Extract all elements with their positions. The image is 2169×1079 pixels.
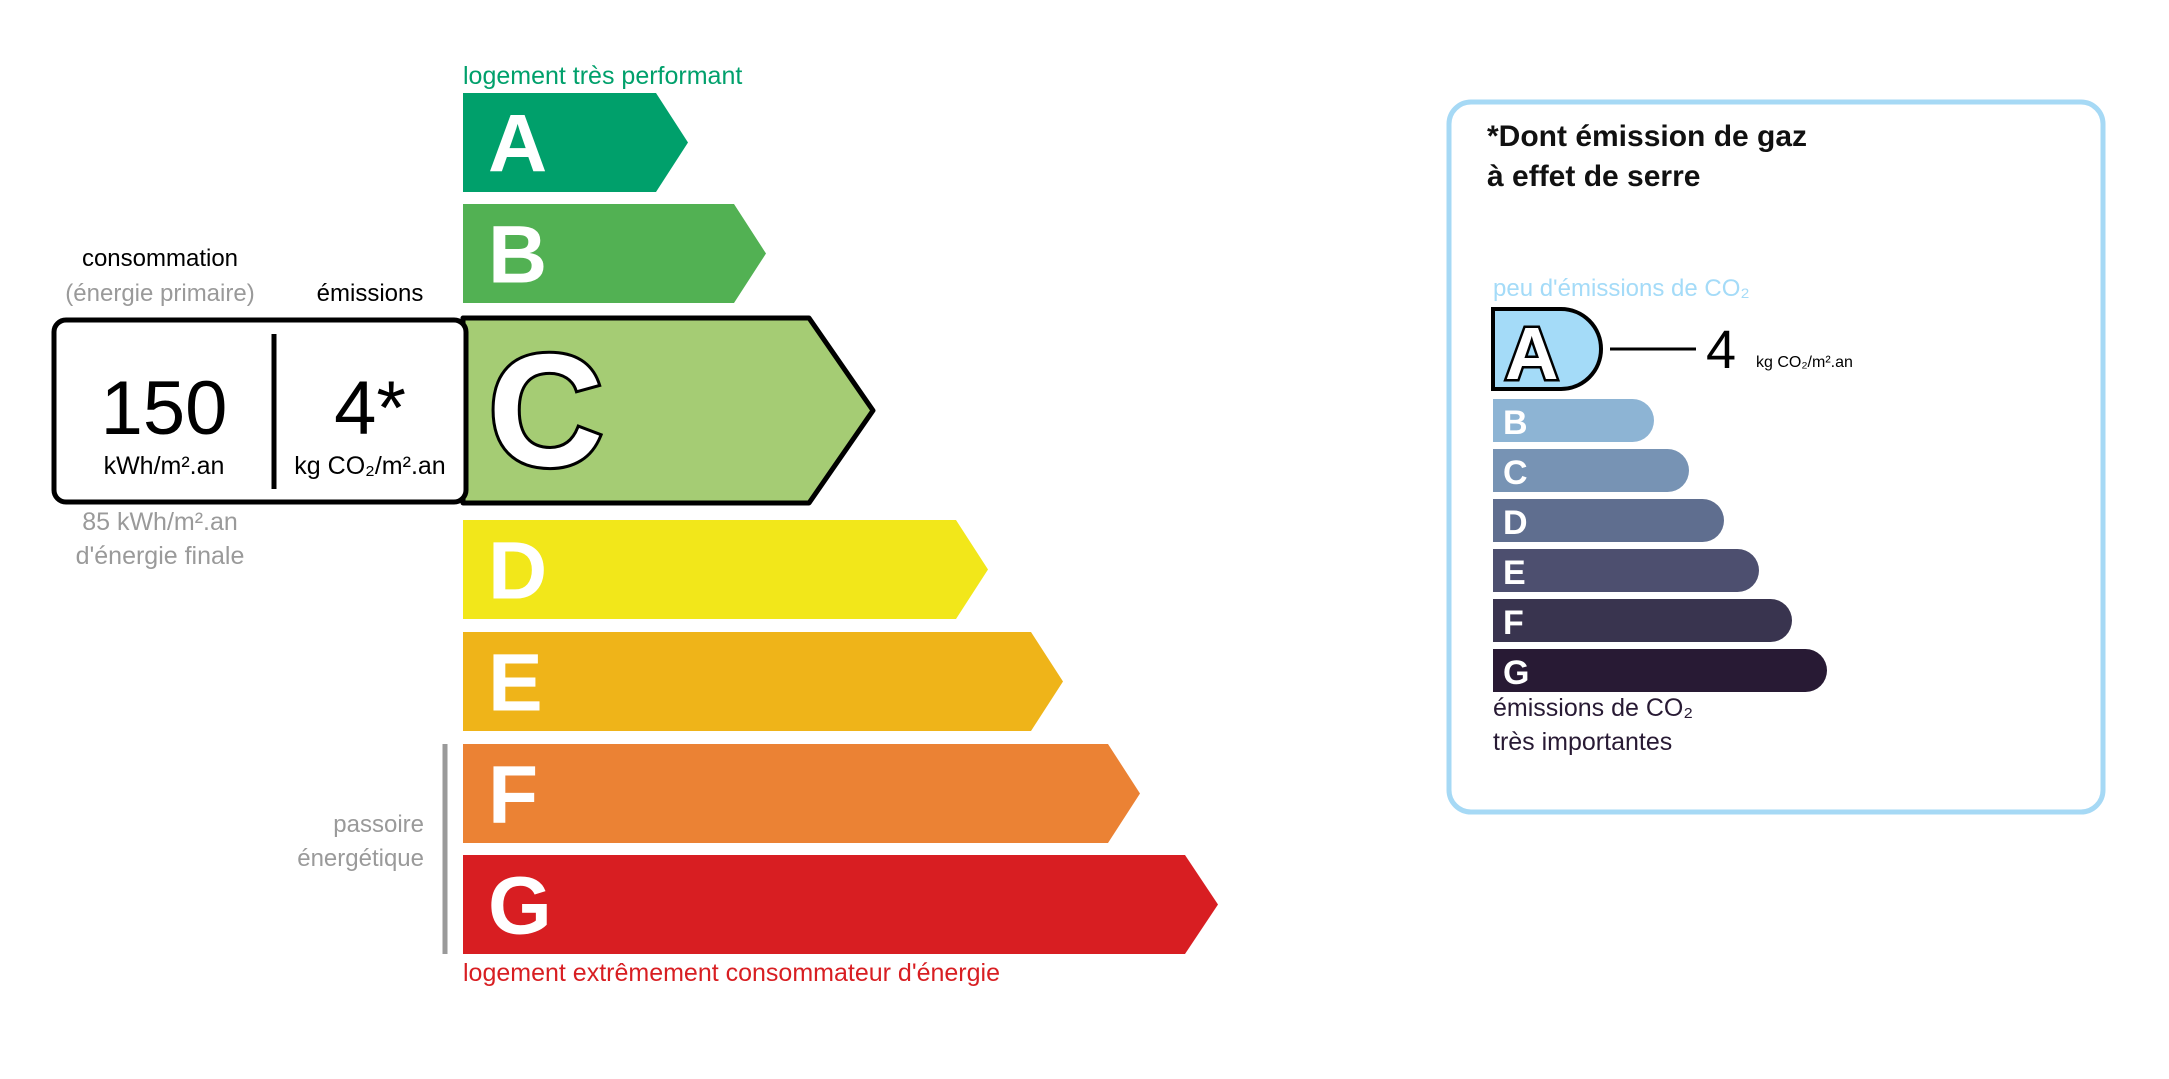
ghg-letter: D (1503, 504, 1528, 542)
ghg-letter: E (1503, 554, 1526, 592)
energy-bar-d (463, 520, 988, 619)
consumption-label: consommation (82, 245, 238, 272)
ghg-class-c: C (1493, 449, 1689, 492)
emissions-label: émissions (317, 280, 424, 307)
ghg-bottom-label-1: émissions de CO₂ (1493, 694, 1693, 722)
passoire-label-1: passoire (333, 811, 424, 838)
energy-bottom-label: logement extrêmement consommateur d'éner… (463, 959, 1000, 987)
energy-class-c: C (460, 315, 876, 506)
ghg-value: 4 (1706, 320, 1736, 380)
ghg-unit: kg CO₂/m².an (1756, 354, 1853, 371)
energy-letter: F (488, 750, 538, 841)
ghg-letter: F (1503, 604, 1524, 642)
emissions-unit: kg CO₂/m².an (294, 452, 445, 480)
energy-class-e: E (463, 632, 1063, 731)
ghg-class-e: E (1493, 549, 1759, 592)
energy-bar-b (463, 204, 766, 303)
ghg-class-b: B (1493, 399, 1654, 442)
ghg-title-2: à effet de serre (1487, 160, 1700, 193)
ghg-class-f: F (1493, 599, 1792, 642)
energy-letter: D (488, 526, 547, 617)
passoire-label-2: énergétique (297, 845, 424, 872)
ghg-letter: A (1505, 312, 1558, 395)
consumption-sublabel: (énergie primaire) (65, 280, 254, 307)
energy-letter: E (488, 638, 543, 729)
energy-bar-e (463, 632, 1063, 731)
energy-bar-f (463, 744, 1140, 843)
final-energy-label: d'énergie finale (76, 542, 245, 570)
energy-class-b: B (463, 204, 766, 303)
energy-letter: A (488, 99, 547, 190)
ghg-title-1: *Dont émission de gaz (1487, 120, 1807, 153)
ghg-class-d: D (1493, 499, 1724, 542)
ghg-class-g: G (1493, 649, 1827, 692)
energy-letter: C (488, 321, 604, 500)
energy-class-a: A (463, 93, 688, 192)
ghg-bar-e (1493, 549, 1759, 592)
final-energy-value: 85 kWh/m².an (82, 508, 238, 536)
ghg-top-label: peu d'émissions de CO₂ (1493, 275, 1750, 302)
energy-class-g: G (463, 855, 1218, 954)
energy-class-d: D (463, 520, 988, 619)
ghg-bar-f (1493, 599, 1792, 642)
energy-letter: G (488, 861, 552, 952)
ghg-bar-g (1493, 649, 1827, 692)
ghg-bar-d (1493, 499, 1724, 542)
ghg-letter: G (1503, 654, 1529, 692)
energy-bar-g (463, 855, 1218, 954)
ghg-class-a: A (1491, 307, 1603, 398)
consumption-unit: kWh/m².an (104, 452, 225, 480)
energy-letter: B (488, 210, 547, 301)
ghg-bar-c (1493, 449, 1689, 492)
ghg-letter: C (1503, 454, 1528, 492)
energy-class-f: F (463, 744, 1140, 843)
consumption-box (51, 317, 469, 505)
ghg-bar-a (1491, 307, 1603, 391)
ghg-letter: B (1503, 404, 1528, 442)
energy-bar-a (463, 93, 688, 192)
consumption-value: 150 (101, 366, 228, 451)
ghg-bar-b (1493, 399, 1654, 442)
ghg-bottom-label-2: très importantes (1493, 728, 1672, 756)
energy-top-label: logement très performant (463, 62, 742, 90)
emissions-value: 4* (334, 366, 406, 451)
